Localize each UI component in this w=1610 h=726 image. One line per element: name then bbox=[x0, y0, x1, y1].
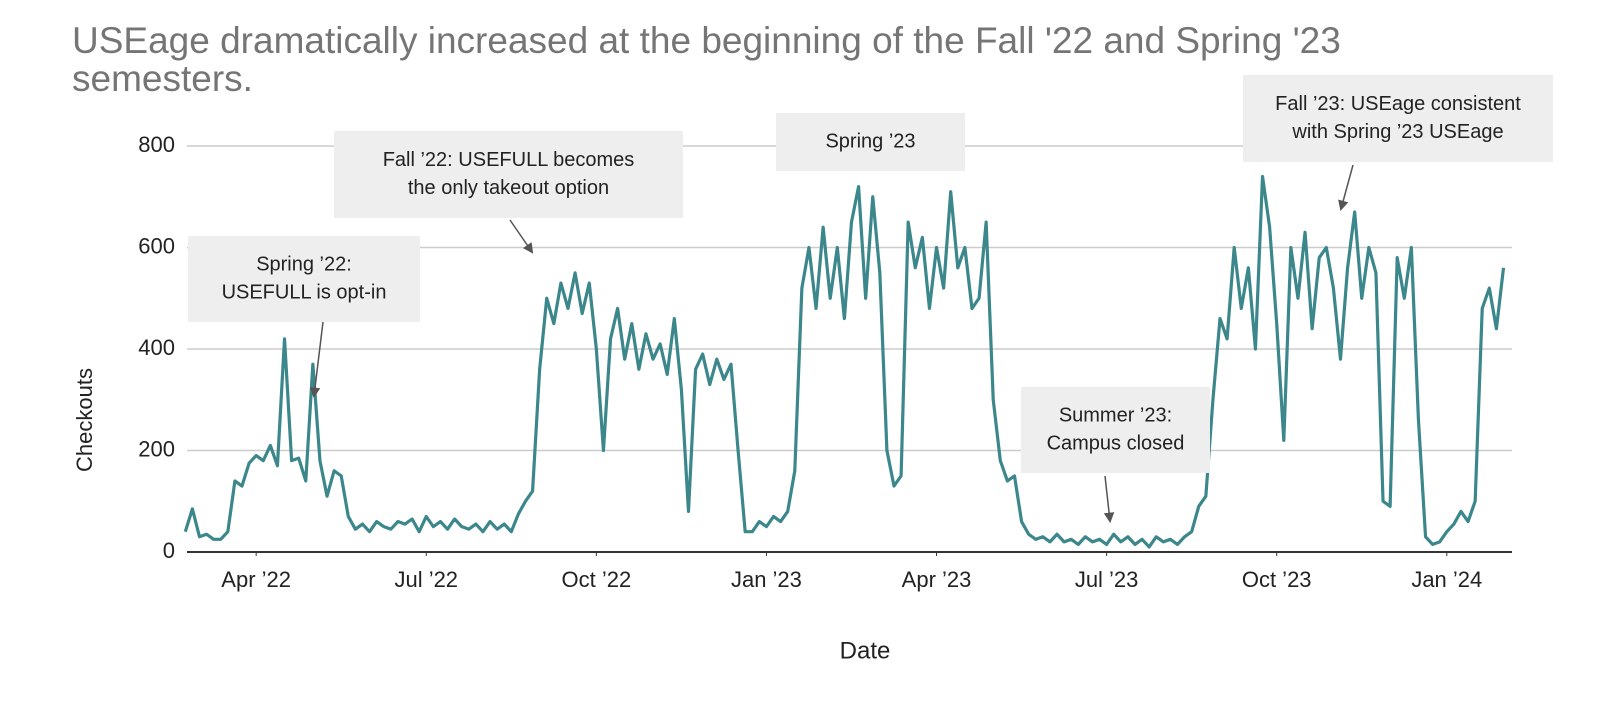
y-tick-label: 800 bbox=[138, 132, 175, 157]
annotation-box bbox=[1243, 75, 1553, 162]
annotation-box bbox=[188, 236, 420, 322]
annotation-text: Fall ’23: USEage consistent bbox=[1275, 93, 1521, 115]
annotation-text: Campus closed bbox=[1047, 432, 1185, 454]
x-tick-label: Jul ’22 bbox=[394, 567, 458, 592]
annotation-box bbox=[776, 113, 965, 171]
y-tick-label: 0 bbox=[163, 538, 175, 563]
annotation-box bbox=[334, 131, 683, 218]
chart-title: USEage dramatically increased at the beg… bbox=[72, 20, 1341, 99]
y-axis-label: Checkouts bbox=[72, 368, 97, 472]
annotation-text: Spring ’23 bbox=[825, 130, 915, 152]
x-tick-label: Oct ’23 bbox=[1242, 567, 1312, 592]
annotation-arrow bbox=[509, 219, 534, 254]
annotation-text: Spring ’22: bbox=[256, 253, 352, 275]
x-tick-label: Oct ’22 bbox=[561, 567, 631, 592]
y-tick-label: 200 bbox=[138, 436, 175, 461]
annotation-arrow bbox=[309, 321, 324, 399]
series-line bbox=[183, 174, 1506, 549]
x-tick-label: Jan ’24 bbox=[1411, 567, 1482, 592]
annotation-text: USEFULL is opt-in bbox=[222, 281, 387, 303]
x-tick-label: Apr ’23 bbox=[902, 567, 972, 592]
y-tick-label: 600 bbox=[138, 233, 175, 258]
x-axis-label: Date bbox=[840, 637, 891, 664]
x-tick-label: Jan ’23 bbox=[731, 567, 802, 592]
x-tick-label: Jul ’23 bbox=[1075, 567, 1139, 592]
annotation-box bbox=[1021, 387, 1210, 473]
annotation-text: Fall ’22: USEFULL becomes bbox=[383, 149, 635, 171]
annotation-text: with Spring ’23 USEage bbox=[1291, 121, 1503, 143]
annotation-text: the only takeout option bbox=[408, 177, 609, 199]
x-tick-label: Apr ’22 bbox=[221, 567, 291, 592]
y-tick-label: 400 bbox=[138, 335, 175, 360]
annotation-arrow bbox=[1103, 475, 1115, 524]
annotation-arrow bbox=[1338, 164, 1354, 212]
annotation-text: Summer ’23: bbox=[1059, 404, 1172, 426]
